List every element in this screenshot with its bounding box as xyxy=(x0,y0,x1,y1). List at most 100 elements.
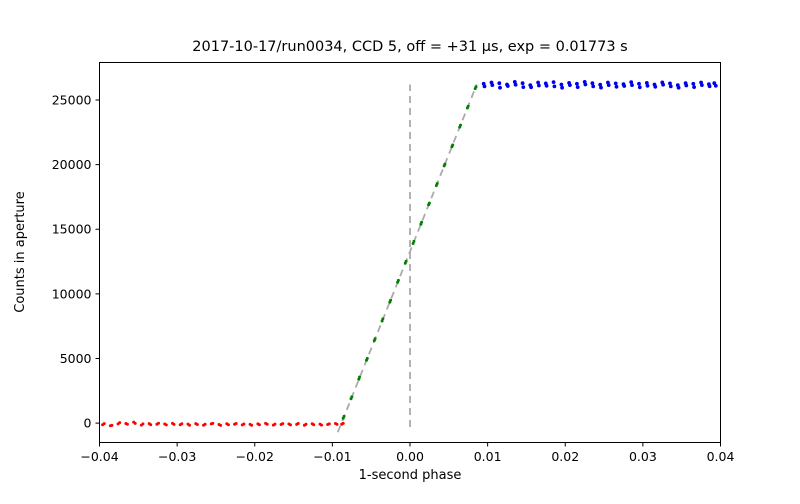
data-point-ramp xyxy=(358,375,361,379)
data-point-plateau xyxy=(560,85,564,90)
data-point-baseline xyxy=(335,422,339,426)
data-point-ramp xyxy=(389,298,393,302)
x-tick-label: 0.00 xyxy=(396,449,424,464)
data-point-plateau xyxy=(497,81,502,86)
data-point-baseline xyxy=(118,421,122,425)
data-point-ramp xyxy=(451,143,455,147)
plot-area: −0.04 −0.03 −0.02 −0.01 0.00 0.01 0.02 0.03 0.04… xyxy=(52,62,735,464)
data-point-ramp xyxy=(459,123,462,127)
data-point-plateau xyxy=(622,84,627,88)
y-tick-label: 20000 xyxy=(52,157,92,172)
data-point-baseline xyxy=(341,421,345,425)
data-point-baseline xyxy=(125,422,129,426)
x-axis-label: 1-second phase xyxy=(359,468,462,483)
data-point-plateau xyxy=(482,84,487,89)
data-point-plateau xyxy=(598,82,603,87)
data-point-ramp xyxy=(365,356,369,360)
data-point-plateau xyxy=(684,83,689,88)
data-point-baseline xyxy=(219,423,223,427)
data-point-plateau xyxy=(599,85,603,90)
data-point-plateau xyxy=(613,81,618,86)
data-point-baseline xyxy=(281,422,285,426)
data-point-plateau xyxy=(614,84,619,89)
data-point-plateau xyxy=(568,83,572,87)
x-tick-label: −0.01 xyxy=(313,449,351,464)
data-point-plateau xyxy=(591,84,596,89)
data-point-plateau xyxy=(590,81,595,86)
data-point-plateau xyxy=(521,85,526,89)
data-point-plateau xyxy=(653,84,658,89)
data-point-plateau xyxy=(637,81,641,86)
data-point-baseline xyxy=(234,422,238,425)
data-point-ramp xyxy=(396,278,400,282)
data-point-ramp xyxy=(381,317,385,321)
data-point-ramp xyxy=(435,182,439,185)
data-point-baseline xyxy=(102,422,106,426)
data-point-plateau xyxy=(676,85,681,90)
data-point-baseline xyxy=(257,423,261,427)
data-point-baseline xyxy=(157,421,160,425)
data-point-plateau xyxy=(552,84,557,89)
data-point-plateau xyxy=(575,81,579,86)
data-point-ramp xyxy=(342,414,346,418)
data-point-baseline xyxy=(320,423,323,427)
x-tick-label: −0.03 xyxy=(158,449,196,464)
y-tick-label: 15000 xyxy=(52,222,92,237)
data-point-baseline xyxy=(226,423,230,427)
fit-line xyxy=(336,84,478,433)
chart-title: 2017-10-17/run0034, CCD 5, off = +31 μs,… xyxy=(192,39,627,55)
data-point-baseline xyxy=(164,423,168,427)
x-tick-label: 0.01 xyxy=(474,449,502,464)
data-point-ramp xyxy=(373,337,377,341)
data-point-baseline xyxy=(304,422,308,426)
data-point-plateau xyxy=(700,83,704,87)
data-point-plateau xyxy=(583,82,588,87)
data-point-plateau xyxy=(513,82,518,87)
y-axis-label: Counts in aperture xyxy=(13,191,28,312)
data-point-plateau xyxy=(490,83,495,87)
data-point-baseline xyxy=(133,421,137,425)
data-point-baseline xyxy=(312,423,316,427)
data-point-ramp xyxy=(412,239,416,243)
data-point-baseline xyxy=(180,422,184,426)
x-tick-label: 0.03 xyxy=(629,449,657,464)
data-point-plateau xyxy=(707,84,712,89)
data-point-baseline xyxy=(195,423,199,426)
x-tick-label: 0.04 xyxy=(707,449,735,464)
data-point-plateau xyxy=(629,80,634,84)
data-point-plateau xyxy=(691,81,696,86)
data-point-baseline xyxy=(188,423,191,427)
data-point-plateau xyxy=(606,83,611,87)
x-tick-label: 0.02 xyxy=(551,449,579,464)
x-tick-label: −0.02 xyxy=(236,449,274,464)
x-tick-label: −0.04 xyxy=(80,449,118,464)
data-point-plateau xyxy=(575,85,580,89)
data-point-baseline xyxy=(149,423,153,427)
data-point-baseline xyxy=(265,422,269,426)
data-point-plateau xyxy=(630,83,634,87)
y-tick-label: 5000 xyxy=(60,351,92,366)
data-point-ramp xyxy=(420,220,424,224)
data-point-baseline xyxy=(289,423,292,427)
data-point-plateau xyxy=(644,81,649,85)
data-point-baseline xyxy=(172,422,176,426)
data-point-baseline xyxy=(203,422,207,426)
data-point-plateau xyxy=(668,81,672,86)
data-point-plateau xyxy=(661,82,665,87)
y-tick-label: 0 xyxy=(84,416,92,431)
data-point-baseline xyxy=(250,423,254,427)
y-tick-label: 25000 xyxy=(52,92,92,107)
data-point-plateau xyxy=(544,83,549,88)
data-point-baseline xyxy=(141,422,145,426)
data-point-baseline xyxy=(211,421,215,425)
data-point-baseline xyxy=(110,423,114,427)
data-point-plateau xyxy=(505,84,510,88)
data-point-ramp xyxy=(466,104,470,108)
data-point-plateau xyxy=(713,83,718,88)
data-point-baseline xyxy=(296,422,300,425)
data-point-plateau xyxy=(520,81,525,86)
data-point-baseline xyxy=(242,422,246,426)
data-point-plateau xyxy=(692,85,696,89)
